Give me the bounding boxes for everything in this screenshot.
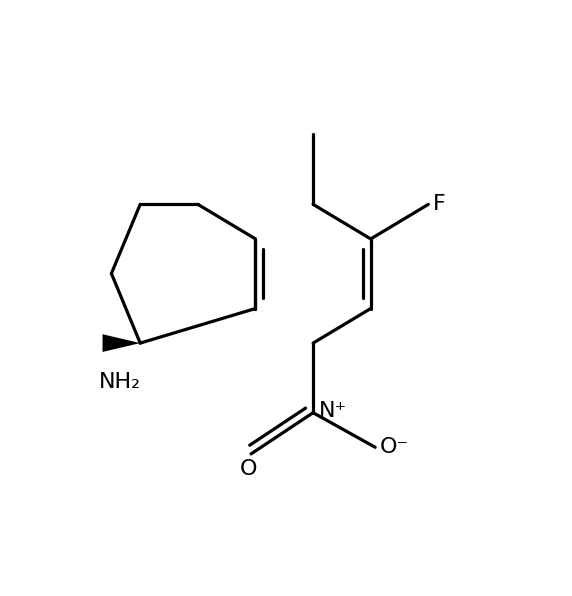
Text: N⁺: N⁺: [319, 401, 347, 421]
Text: O: O: [240, 460, 257, 479]
Text: NH₂: NH₂: [100, 372, 141, 392]
Text: O⁻: O⁻: [380, 437, 409, 457]
Polygon shape: [102, 334, 140, 352]
Text: F: F: [433, 194, 446, 215]
